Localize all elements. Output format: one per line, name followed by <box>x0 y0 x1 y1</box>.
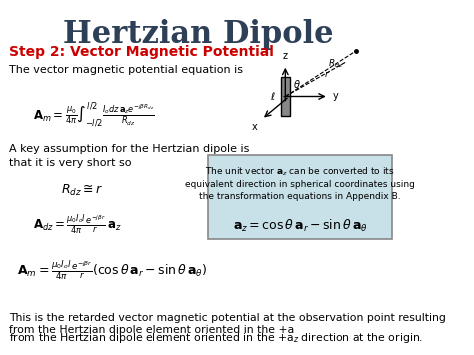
Text: z: z <box>283 51 288 61</box>
Text: The vector magnetic potential equation is: The vector magnetic potential equation i… <box>9 65 243 75</box>
Bar <box>281 77 290 116</box>
FancyBboxPatch shape <box>209 155 392 239</box>
Text: $\mathbf{a}_z = \cos\theta\, \mathbf{a}_r - \sin\theta\, \mathbf{a}_\theta$: $\mathbf{a}_z = \cos\theta\, \mathbf{a}_… <box>233 218 368 234</box>
Text: $\mathbf{A}_m = \frac{\mu_0 I_o l}{4\pi} \frac{e^{-j\beta r}}{r} \left(\cos\thet: $\mathbf{A}_m = \frac{\mu_0 I_o l}{4\pi}… <box>17 258 208 282</box>
Text: $\theta$: $\theta$ <box>293 78 301 90</box>
Text: $R_{dz} \cong r$: $R_{dz} \cong r$ <box>61 183 103 198</box>
Text: x: x <box>252 122 258 132</box>
Text: from the Hertzian dipole element oriented in the +a$_z$ direction at the origin.: from the Hertzian dipole element oriente… <box>9 331 423 345</box>
Text: Hertzian Dipole: Hertzian Dipole <box>63 19 334 50</box>
Text: A key assumption for the Hertzian dipole is
that it is very short so: A key assumption for the Hertzian dipole… <box>9 144 250 168</box>
Text: $\mathbf{A}_{dz} = \frac{\mu_0 I_o l}{4\pi} \frac{e^{-j\beta r}}{r} \, \mathbf{a: $\mathbf{A}_{dz} = \frac{\mu_0 I_o l}{4\… <box>33 213 122 236</box>
Text: Step 2: Vector Magnetic Potential: Step 2: Vector Magnetic Potential <box>9 45 274 59</box>
Text: $r$: $r$ <box>324 69 330 78</box>
Text: This is the retarded vector magnetic potential at the observation point resultin: This is the retarded vector magnetic pot… <box>9 313 446 335</box>
Text: $\ell$: $\ell$ <box>270 91 275 103</box>
Text: $\mathbf{A}_m = \frac{\mu_0}{4\pi} \int_{-l/2}^{l/2} \frac{I_o dz\, \mathbf{a}_z: $\mathbf{A}_m = \frac{\mu_0}{4\pi} \int_… <box>33 100 155 127</box>
Text: y: y <box>333 92 338 102</box>
Text: $R_{dz}$: $R_{dz}$ <box>328 57 344 70</box>
Text: The unit vector $\mathbf{a}_z$ can be converted to its
equivalent direction in s: The unit vector $\mathbf{a}_z$ can be co… <box>185 165 415 201</box>
